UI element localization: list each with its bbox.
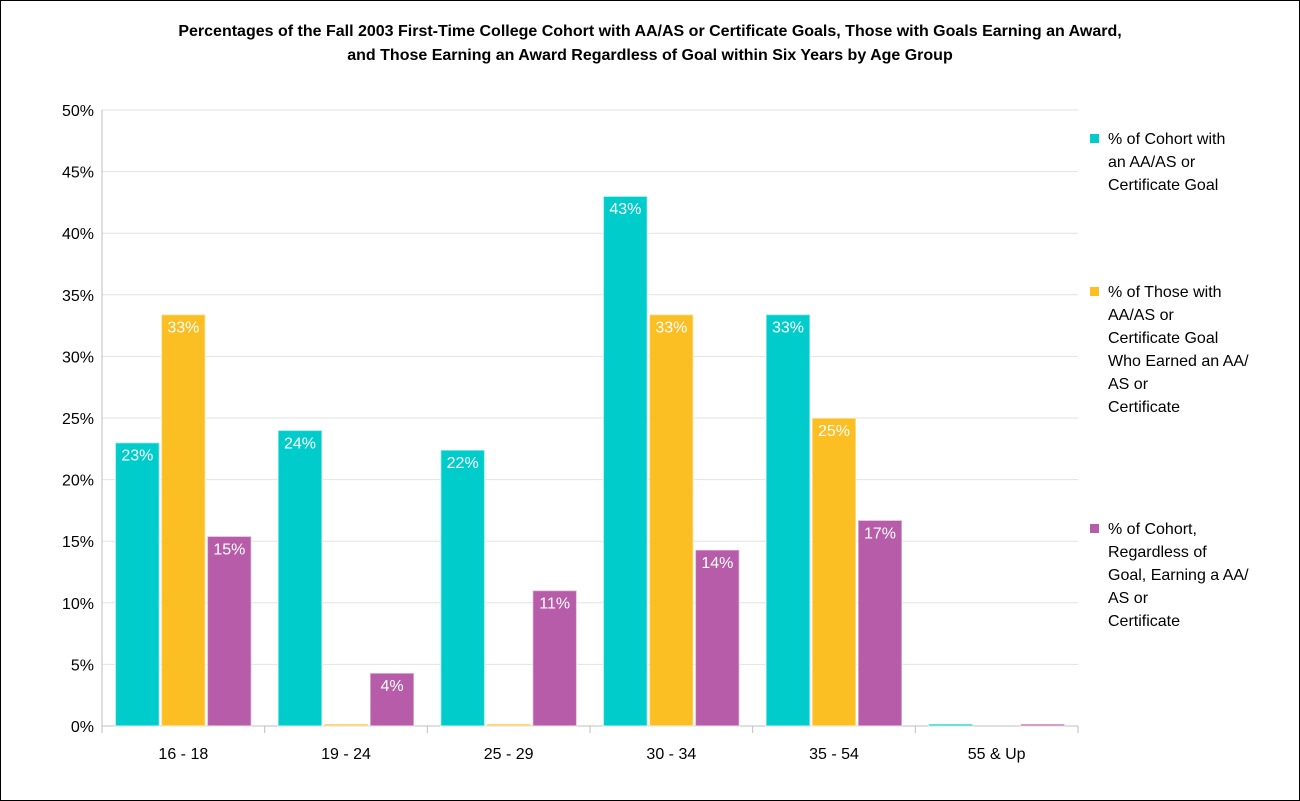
x-tick-label: 30 - 34 bbox=[646, 746, 696, 763]
y-tick-label: 10% bbox=[62, 596, 94, 613]
legend-label: an AA/AS or bbox=[1108, 154, 1196, 171]
bar bbox=[324, 724, 368, 726]
y-tick-label: 25% bbox=[62, 411, 94, 428]
legend-label: Who Earned an AA/ bbox=[1108, 353, 1249, 370]
y-tick-label: 30% bbox=[62, 349, 94, 366]
x-tick-label: 35 - 54 bbox=[809, 746, 859, 763]
bar bbox=[115, 443, 159, 726]
y-tick-label: 15% bbox=[62, 534, 94, 551]
data-label: 23% bbox=[121, 448, 153, 465]
bar bbox=[278, 430, 322, 726]
data-label: 33% bbox=[167, 320, 199, 337]
legend-label: AS or bbox=[1108, 590, 1149, 607]
legend-label: % of Those with bbox=[1108, 284, 1222, 301]
bar bbox=[441, 450, 485, 726]
bar bbox=[766, 315, 810, 726]
y-tick-label: 20% bbox=[62, 473, 94, 490]
legend-label: % of Cohort with bbox=[1108, 131, 1225, 148]
bar bbox=[929, 724, 973, 726]
data-label: 17% bbox=[864, 525, 896, 542]
x-tick-label: 25 - 29 bbox=[484, 746, 534, 763]
legend-label: % of Cohort, bbox=[1108, 521, 1197, 538]
bar bbox=[695, 550, 739, 726]
y-tick-label: 50% bbox=[62, 103, 94, 120]
legend-label: Certificate Goal bbox=[1108, 330, 1218, 347]
data-label: 22% bbox=[447, 455, 479, 472]
data-label: 14% bbox=[701, 555, 733, 572]
bar bbox=[161, 315, 205, 726]
bar bbox=[207, 536, 251, 726]
bar bbox=[812, 418, 856, 726]
x-tick-label: 16 - 18 bbox=[158, 746, 208, 763]
bar bbox=[649, 315, 693, 726]
x-tick-label: 55 & Up bbox=[968, 746, 1026, 763]
bar bbox=[487, 724, 531, 726]
legend-swatch bbox=[1090, 134, 1099, 143]
legend-swatch bbox=[1090, 287, 1099, 296]
y-tick-label: 40% bbox=[62, 226, 94, 243]
bar bbox=[603, 196, 647, 726]
x-tick-label: 19 - 24 bbox=[321, 746, 371, 763]
bar bbox=[858, 520, 902, 726]
data-label: 11% bbox=[539, 595, 570, 612]
legend-label: Certificate Goal bbox=[1108, 177, 1218, 194]
y-tick-label: 0% bbox=[71, 719, 94, 736]
data-label: 33% bbox=[772, 320, 804, 337]
legend-label: Goal, Earning a AA/ bbox=[1108, 567, 1249, 584]
legend-label: AA/AS or bbox=[1108, 307, 1174, 324]
y-tick-label: 35% bbox=[62, 288, 94, 305]
data-label: 4% bbox=[380, 678, 403, 695]
data-label: 43% bbox=[609, 201, 641, 218]
legend-swatch bbox=[1090, 524, 1099, 533]
data-label: 25% bbox=[818, 423, 850, 440]
legend-label: Regardless of bbox=[1108, 544, 1207, 561]
data-label: 15% bbox=[213, 541, 245, 558]
bar bbox=[1021, 724, 1065, 726]
legend-label: Certificate bbox=[1108, 613, 1180, 630]
legend-label: Certificate bbox=[1108, 399, 1180, 416]
data-label: 24% bbox=[284, 435, 316, 452]
legend-label: AS or bbox=[1108, 376, 1149, 393]
data-label: 33% bbox=[655, 320, 687, 337]
y-tick-label: 5% bbox=[71, 657, 94, 674]
y-tick-label: 45% bbox=[62, 165, 94, 182]
